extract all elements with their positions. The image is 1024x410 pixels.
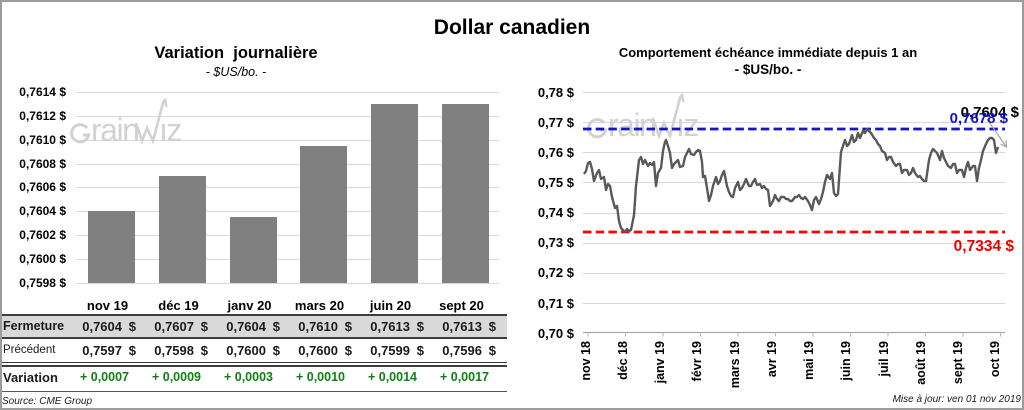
svg-text:févr 19: févr 19 xyxy=(690,341,704,381)
svg-text:mai 19: mai 19 xyxy=(802,341,816,380)
svg-text:oct 19: oct 19 xyxy=(988,341,1002,377)
svg-text:rain: rain xyxy=(91,112,138,148)
svg-text:janv 19: janv 19 xyxy=(653,341,667,384)
svg-text:mars 19: mars 19 xyxy=(728,341,742,388)
svg-text:sept 19: sept 19 xyxy=(951,341,965,384)
svg-text:juil 19: juil 19 xyxy=(877,341,891,377)
svg-text:déc 18: déc 18 xyxy=(616,341,630,380)
svg-text:ız: ız xyxy=(159,112,181,148)
svg-text:juin 19: juin 19 xyxy=(839,341,853,382)
svg-text:nov 18: nov 18 xyxy=(579,341,593,381)
svg-text:avr 19: avr 19 xyxy=(765,341,779,377)
svg-text:août 19: août 19 xyxy=(914,341,928,385)
